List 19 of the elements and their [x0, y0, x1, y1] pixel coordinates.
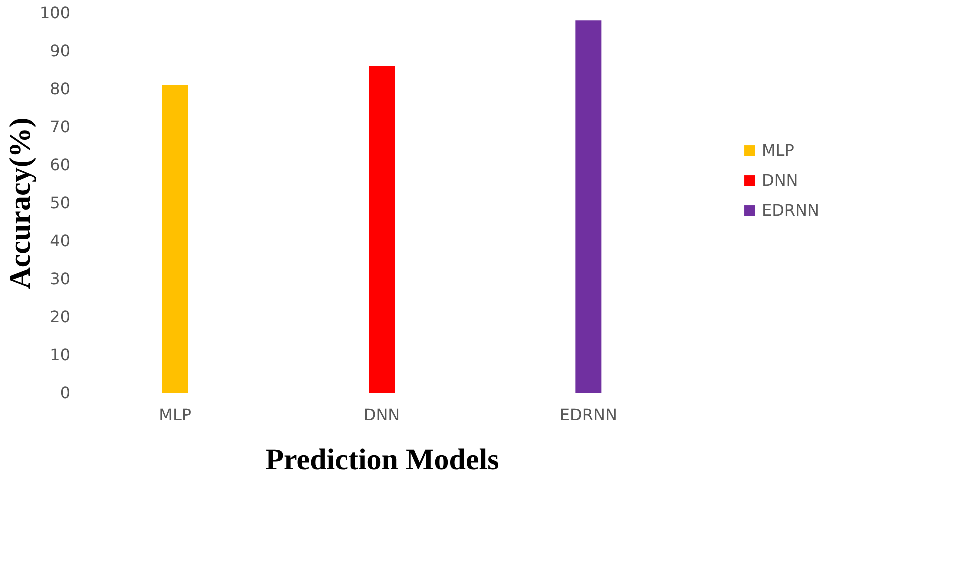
- x-tick-label: EDRNN: [560, 406, 618, 424]
- y-tick-label: 50: [50, 194, 70, 212]
- y-tick-label: 90: [50, 42, 70, 60]
- legend-label: EDRNN: [762, 201, 820, 220]
- y-tick-label: 80: [50, 80, 70, 98]
- y-tick-label: 0: [60, 384, 70, 402]
- legend-label: DNN: [762, 171, 798, 190]
- y-tick-label: 60: [50, 156, 70, 174]
- y-tick-label: 70: [50, 118, 70, 136]
- y-axis-title: Accuracy(%): [4, 118, 37, 290]
- x-axis-title: Prediction Models: [266, 444, 500, 476]
- x-tick-label: MLP: [159, 406, 192, 424]
- legend-label: MLP: [762, 141, 795, 160]
- y-tick-label: 20: [50, 308, 70, 326]
- x-tick-label: DNN: [364, 406, 400, 424]
- y-tick-label: 10: [50, 346, 70, 364]
- y-tick-label: 40: [50, 232, 70, 250]
- y-tick-label: 30: [50, 270, 70, 288]
- y-tick-label: 100: [40, 4, 70, 22]
